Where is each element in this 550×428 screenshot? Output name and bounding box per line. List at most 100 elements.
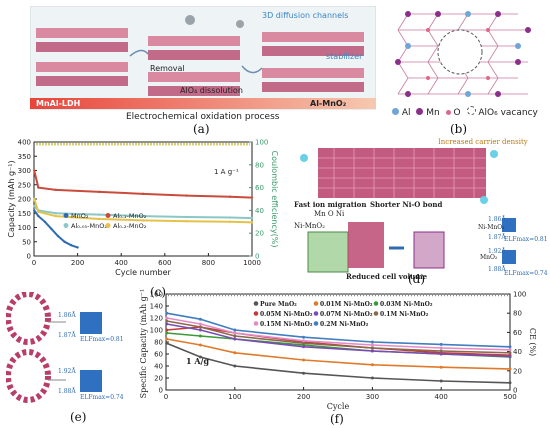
panel-d: Increased carrier density Fast ion migra…	[294, 138, 548, 284]
carrier-density-text: Increased carrier density	[438, 138, 528, 146]
y2-tick-label: 80	[513, 310, 522, 318]
data-point	[229, 220, 232, 223]
d-bond2: 1.87Å	[488, 234, 506, 241]
legend-marker	[253, 311, 259, 316]
data-point	[302, 345, 306, 349]
y-tick-label: 0	[27, 253, 31, 261]
data-point	[198, 322, 202, 326]
d-bond4: 1.88Å	[488, 266, 506, 273]
left-material-label: MnAl-LDH	[36, 99, 81, 108]
data-point	[439, 342, 443, 346]
y2-tick-label: 20	[255, 230, 264, 238]
d-elf2: ELFmax=0.74	[504, 270, 548, 277]
x-tick-label: 200	[297, 393, 310, 401]
y-tick-label: 80	[154, 339, 163, 347]
y-tick-label: 40	[154, 363, 163, 371]
data-point	[165, 322, 169, 326]
data-point	[439, 352, 443, 356]
legend-label: 0.2M Ni-MnO₂	[320, 321, 369, 328]
legend-label: Al₀.₁-MnO₂	[113, 212, 147, 220]
panel-c-label: (c)	[150, 285, 167, 299]
e-elf1: ELFmax=0.81	[80, 336, 124, 343]
x-tick-label: 200	[71, 259, 84, 267]
alo6-vacancy-ring	[437, 29, 483, 75]
e-bond3: 1.92Å	[58, 368, 76, 375]
data-point	[233, 337, 237, 341]
y-tick-label: 200	[18, 196, 31, 204]
data-point	[229, 216, 232, 219]
dissolution-arrow	[241, 65, 263, 74]
y-tick-label: 120	[150, 315, 163, 323]
legend-marker	[105, 213, 111, 218]
vacancy-ring-icon	[466, 106, 476, 115]
reduced-volume-text: Reduced cell volume	[346, 272, 428, 281]
x-tick-label: 1000	[243, 259, 261, 267]
data-point	[439, 346, 443, 350]
x-tick-label: 0	[164, 393, 168, 401]
e-bond1: 1.86Å	[58, 312, 76, 319]
data-point	[302, 335, 306, 339]
data-point	[370, 346, 374, 350]
legend-label: Al₀.₂-MnO₂	[113, 222, 147, 230]
data-point	[302, 339, 306, 343]
legend-label: MnO₂	[71, 212, 89, 220]
e-elf-box-1	[80, 312, 102, 334]
d-elf1: ELFmax=0.81	[504, 236, 548, 243]
y2-tick-label: 20	[513, 367, 522, 375]
legend-label: 0.07M Ni-MnO₂	[320, 311, 373, 318]
x-tick-label: 600	[158, 259, 171, 267]
data-point	[54, 188, 57, 192]
data-point	[37, 214, 40, 218]
data-point	[165, 341, 169, 345]
data-point	[302, 371, 306, 375]
panel-a: 3D diffusion channels stabilizer Removal…	[29, 5, 377, 128]
data-point	[198, 334, 202, 338]
legend-marker	[63, 223, 69, 228]
y-tick-label: 160	[150, 291, 163, 299]
panel-c-chart: 0 200 400 600 800 100005010015020025030035040…	[7, 139, 279, 278]
data-point	[302, 358, 306, 362]
series-line	[33, 209, 78, 249]
al-dot-icon	[392, 108, 399, 115]
data-point	[56, 234, 60, 238]
data-point	[233, 331, 237, 335]
diffusion-channels-text: 3D diffusion channels	[262, 11, 349, 20]
e-bond2: 1.87Å	[58, 332, 76, 339]
data-point	[233, 364, 237, 368]
x-tick-label: 300	[366, 393, 379, 401]
data-point	[233, 351, 237, 355]
stabilizer-text: stabilizer	[326, 52, 363, 61]
series-line	[33, 170, 253, 199]
panel-e-label: (e)	[70, 410, 87, 424]
data-point	[250, 216, 254, 220]
x-tick-label: 400	[115, 259, 128, 267]
x-axis-label: Cycle number	[115, 268, 171, 277]
legend-label: Al₀.₀₅-MnO₂	[71, 222, 107, 230]
data-point	[198, 343, 202, 347]
y2-axis-label: Coulombic efficiency(%)	[270, 151, 279, 248]
y-tick-label: 350	[18, 153, 31, 161]
legend-marker	[373, 311, 379, 316]
legend-vacancy: AlO₆ vacancy	[478, 108, 538, 118]
y-axis-label: Specific Capacity (mAh g⁻¹)	[139, 288, 148, 398]
data-point	[141, 219, 145, 222]
data-point	[439, 379, 443, 383]
mno2-right-text: MnO₂	[480, 254, 498, 261]
data-point	[165, 319, 169, 323]
process-text: Electrochemical oxidation process	[126, 112, 280, 122]
y-tick-label: 250	[18, 181, 31, 189]
rate-annotation: 1 A g⁻¹	[214, 168, 239, 176]
panel-b-label: (b)	[450, 122, 468, 136]
rate-annotation: 1 A/g	[186, 356, 209, 366]
shorter-bond-text: Shorter Ni-O bond	[370, 200, 443, 209]
data-point	[370, 363, 374, 367]
legend-label: 0.03M Ni-MnO₂	[380, 301, 433, 308]
data-point	[165, 331, 169, 335]
legend-marker	[253, 321, 259, 326]
x-axis-label: Cycle	[327, 402, 350, 411]
legend-marker	[373, 301, 379, 306]
y-tick-label: 140	[150, 303, 163, 311]
y-tick-label: 100	[18, 224, 31, 232]
data-point	[508, 381, 512, 385]
y-tick-label: 50	[22, 238, 31, 246]
